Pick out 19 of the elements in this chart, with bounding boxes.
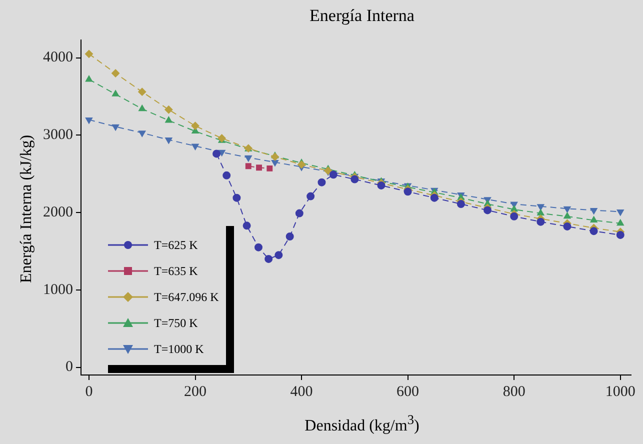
y-tick-label: 2000 xyxy=(43,204,73,220)
chart-title: Energía Interna xyxy=(308,6,416,26)
legend-label: T=647.096 K xyxy=(154,290,219,304)
legend-label: T=750 K xyxy=(154,316,198,330)
y-tick-label: 0 xyxy=(66,359,73,376)
y-axis-title: Energía Interna (kJ/kg) xyxy=(18,134,36,286)
y-tick-label: 1000 xyxy=(43,282,73,298)
x-tick-label: 1000 xyxy=(605,384,636,400)
x-axis-title: Densidad (kg/m$^{3}$) xyxy=(304,412,420,436)
x-tick-label: 800 xyxy=(502,384,526,400)
legend-label: T=1000 K xyxy=(154,342,204,356)
legend-label: T=625 K xyxy=(154,238,198,252)
legend-label: T=635 K xyxy=(154,264,198,278)
x-tick-label: 200 xyxy=(184,384,206,400)
y-tick-label: 3000 xyxy=(43,127,73,144)
y-tick-label: 4000 xyxy=(43,50,73,66)
x-tick-label: 0 xyxy=(85,384,93,400)
x-tick-label: 400 xyxy=(290,384,313,400)
x-tick-label: 600 xyxy=(396,384,420,400)
